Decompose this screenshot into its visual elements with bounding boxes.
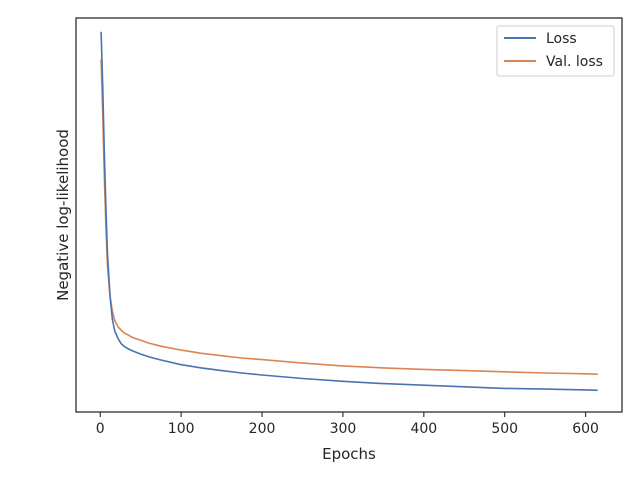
x-tick-label: 200 — [249, 421, 276, 437]
x-tick-label: 300 — [330, 421, 357, 437]
x-tick-label: 400 — [410, 421, 437, 437]
legend-label-val-loss: Val. loss — [546, 54, 603, 70]
series-line-loss — [100, 31, 598, 392]
series-layer — [100, 31, 598, 392]
plot-frame — [75, 17, 623, 413]
legend: Loss Val. loss — [496, 25, 615, 77]
x-tick-label: 100 — [168, 421, 195, 437]
x-axis-ticks: 0 100 200 300 400 500 600 — [96, 412, 599, 437]
x-tick-label: 500 — [491, 421, 518, 437]
x-tick-label: 600 — [572, 421, 599, 437]
x-tick-label: 0 — [96, 421, 105, 437]
legend-label-loss: Loss — [546, 31, 577, 47]
y-axis-label: Negative log-likelihood — [54, 129, 72, 301]
x-axis-label: Epochs — [322, 445, 376, 463]
